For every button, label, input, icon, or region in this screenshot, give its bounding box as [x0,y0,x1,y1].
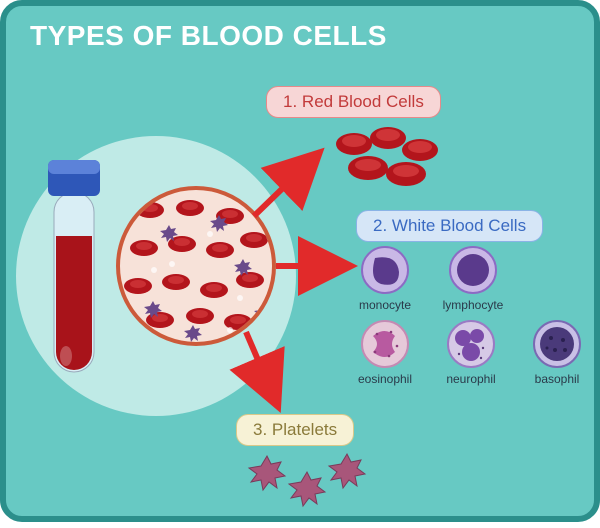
label-white-blood-cells: 2. White Blood Cells [356,210,543,242]
label-num: 1. [283,92,297,111]
wbc-row-2: eosinophil neurophil basophil [346,318,596,386]
wbc-lymphocyte: lymphocyte [434,244,512,312]
wbc-monocyte: monocyte [346,244,424,312]
infographic-canvas: TYPES OF BLOOD CELLS 1. Red Blood Cells [0,0,600,522]
platelets-cluster [241,446,371,516]
red-blood-cells-cluster [326,124,446,204]
label-num: 2. [373,216,387,235]
wbc-label: basophil [535,372,580,386]
label-red-blood-cells: 1. Red Blood Cells [266,86,441,118]
lymphocyte-icon [447,244,499,296]
wbc-label: neurophil [446,372,495,386]
wbc-label: eosinophil [358,372,412,386]
basophil-icon [531,318,583,370]
monocyte-icon [359,244,411,296]
test-tube-icon [44,156,104,386]
main-title: TYPES OF BLOOD CELLS [30,20,387,52]
white-blood-cells-grid: monocyte lymphocyte eosinophil [346,244,596,392]
label-platelets: 3. Platelets [236,414,354,446]
wbc-neurophil: neurophil [432,318,510,386]
label-num: 3. [253,420,267,439]
blood-sample-circle [116,186,276,346]
label-text: White Blood Cells [392,216,526,235]
label-text: Red Blood Cells [302,92,424,111]
wbc-basophil: basophil [518,318,596,386]
wbc-eosinophil: eosinophil [346,318,424,386]
neurophil-icon [445,318,497,370]
wbc-label: monocyte [359,298,411,312]
wbc-row-1: monocyte lymphocyte [346,244,596,312]
label-text: Platelets [272,420,337,439]
eosinophil-icon [359,318,411,370]
wbc-label: lymphocyte [443,298,504,312]
